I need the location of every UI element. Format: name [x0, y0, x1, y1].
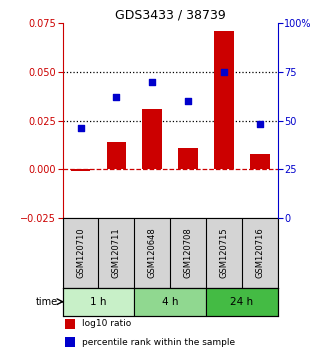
Text: 1 h: 1 h — [90, 297, 107, 307]
Bar — [214, 31, 234, 169]
Point — [186, 98, 191, 104]
Bar — [71, 169, 91, 171]
Text: time: time — [36, 297, 58, 307]
Bar — [65, 319, 75, 329]
Text: 24 h: 24 h — [230, 297, 253, 307]
Point — [150, 79, 155, 84]
Text: 4 h: 4 h — [162, 297, 178, 307]
Bar — [63, 288, 134, 316]
Bar — [142, 109, 162, 169]
Text: log10 ratio: log10 ratio — [82, 320, 131, 329]
Bar — [250, 154, 270, 169]
Text: GSM120711: GSM120711 — [112, 228, 121, 278]
Point — [257, 122, 262, 127]
Text: GSM120708: GSM120708 — [184, 228, 193, 278]
Text: GSM120716: GSM120716 — [255, 228, 264, 278]
Bar — [206, 288, 278, 316]
Title: GDS3433 / 38739: GDS3433 / 38739 — [115, 9, 226, 22]
Bar — [134, 288, 206, 316]
Text: percentile rank within the sample: percentile rank within the sample — [82, 338, 235, 347]
Bar — [65, 337, 75, 347]
Point — [221, 69, 226, 75]
Text: GSM120710: GSM120710 — [76, 228, 85, 278]
Point — [114, 94, 119, 100]
Bar — [178, 148, 198, 169]
Text: GSM120648: GSM120648 — [148, 228, 157, 278]
Text: GSM120715: GSM120715 — [219, 228, 229, 278]
Bar — [107, 142, 126, 169]
Point — [78, 126, 83, 131]
